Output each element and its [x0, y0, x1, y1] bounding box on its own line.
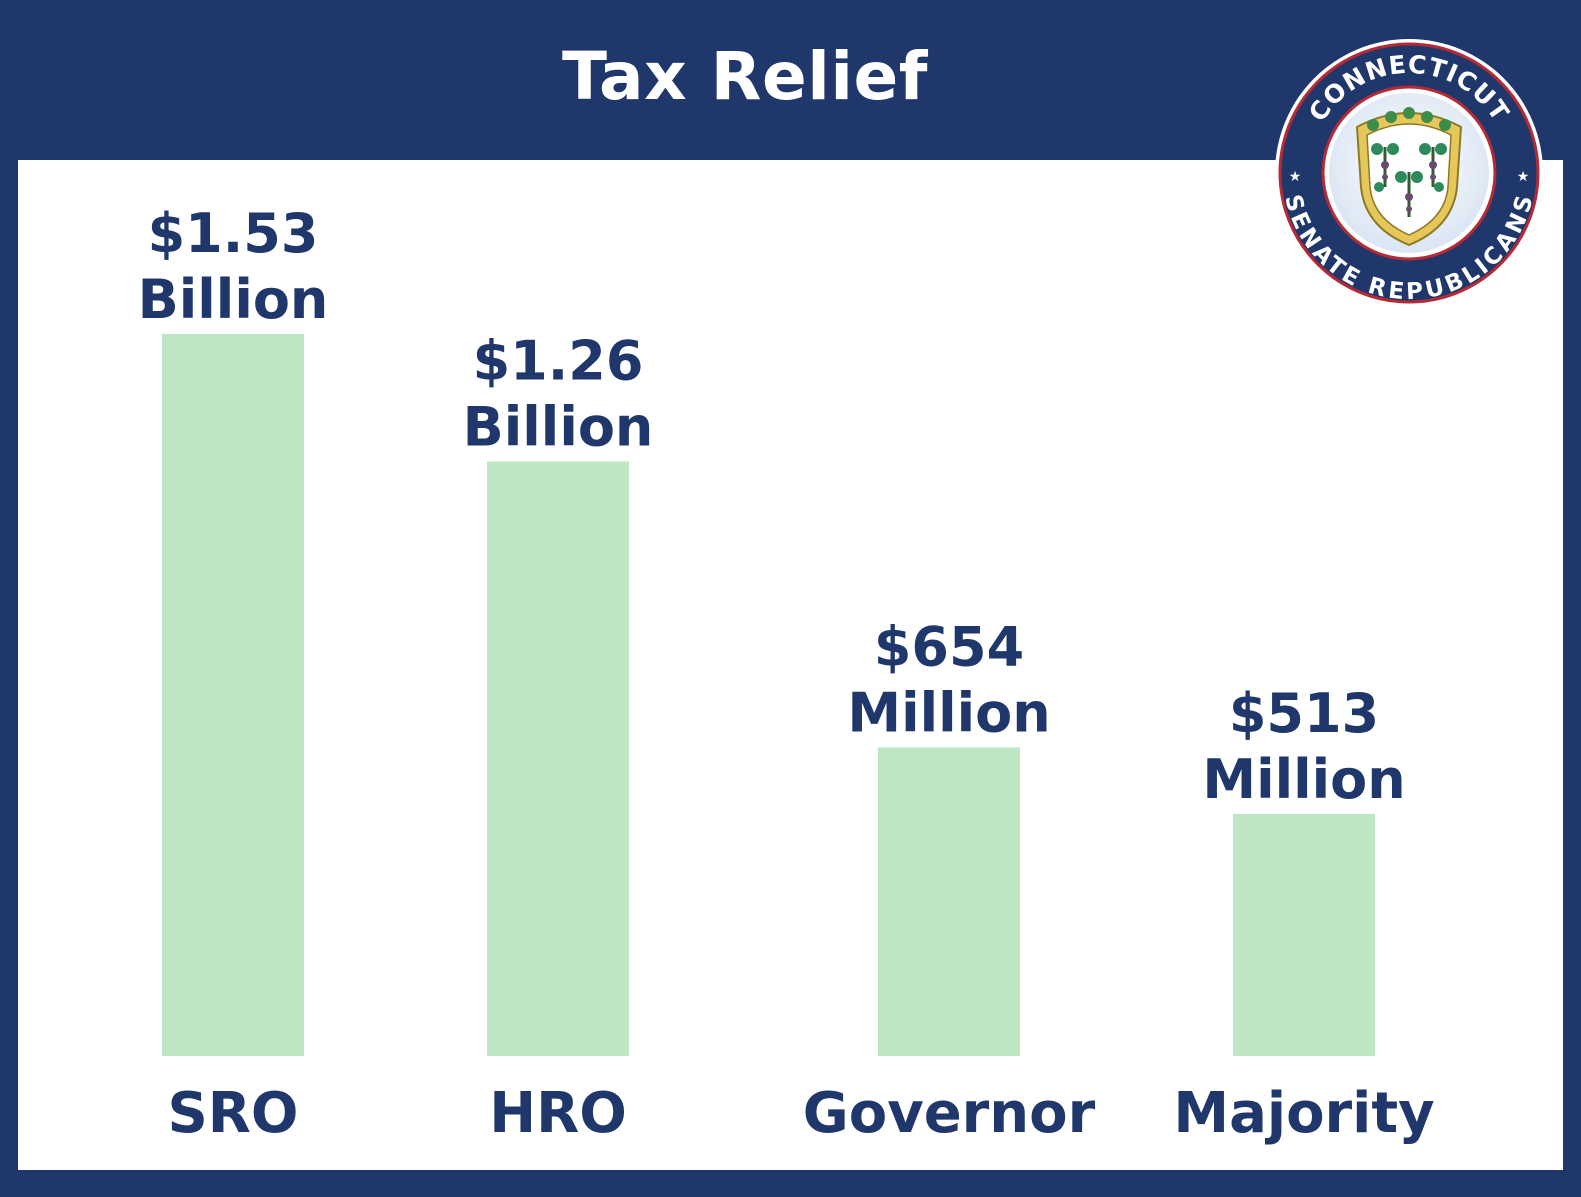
category-label-hro: HRO — [489, 1081, 627, 1146]
data-label-unit-hro: Billion — [463, 395, 654, 458]
data-label-unit-majority: Million — [1202, 748, 1405, 811]
data-label-amount-governor: $654 — [874, 615, 1024, 678]
data-label-amount-majority: $513 — [1229, 682, 1379, 745]
category-label-majority: Majority — [1173, 1081, 1434, 1146]
header-banner: Tax Relief — [0, 0, 1581, 160]
seal-star-right: ★ — [1517, 169, 1530, 185]
data-label-unit-governor: Million — [847, 681, 1050, 744]
data-label-amount-hro: $1.26 — [473, 329, 644, 392]
category-label-sro: SRO — [167, 1081, 298, 1146]
bar-sro — [162, 334, 304, 1056]
bar-governor — [878, 747, 1020, 1056]
bar-majority — [1233, 813, 1375, 1056]
bar-chart: $1.53BillionSRO$1.26BillionHRO$654Millio… — [138, 202, 1435, 1146]
category-label-governor: Governor — [803, 1081, 1096, 1146]
seal-star-left: ★ — [1289, 169, 1302, 185]
data-label-amount-sro: $1.53 — [148, 202, 319, 265]
chart-panel: $1.53 Billion SRO $1.26 Billion HRO $654 Millio… — [18, 160, 1563, 1170]
connecticut-senate-republicans-seal-logo: CONNECTICUT SENATE REPUBLICANS ★ ★ — [1275, 39, 1543, 307]
data-label-unit-sro: Billion — [138, 268, 329, 331]
bar-hro — [487, 461, 629, 1057]
chart-title: Tax Relief — [562, 38, 928, 115]
